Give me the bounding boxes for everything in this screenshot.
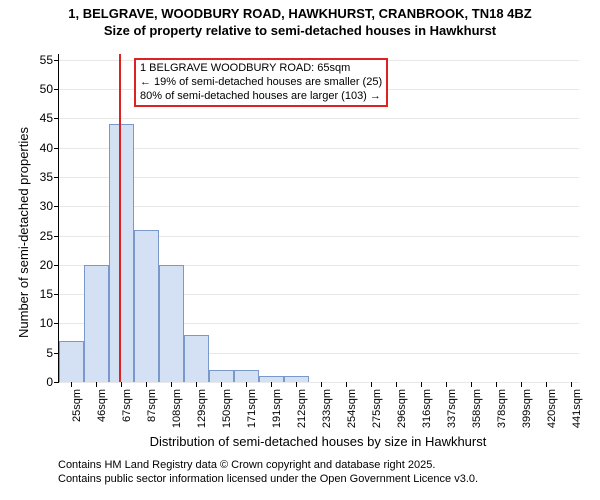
y-tick-label: 40	[40, 141, 59, 155]
title-line-1: 1, BELGRAVE, WOODBURY ROAD, HAWKHURST, C…	[0, 6, 600, 23]
x-tick-label: 87sqm	[146, 389, 158, 422]
y-tick-label: 35	[40, 170, 59, 184]
y-tick-label: 45	[40, 111, 59, 125]
attribution-footer: Contains HM Land Registry data © Crown c…	[58, 458, 478, 487]
x-tick-mark	[296, 382, 297, 387]
histogram-bar	[134, 230, 159, 382]
y-axis-title: Number of semi-detached properties	[16, 127, 31, 338]
x-tick-mark	[146, 382, 147, 387]
y-tick-label: 0	[46, 375, 59, 389]
histogram-bar	[209, 370, 234, 382]
gridline	[59, 118, 579, 119]
chart-title: 1, BELGRAVE, WOODBURY ROAD, HAWKHURST, C…	[0, 0, 600, 40]
x-tick-label: 171sqm	[246, 389, 258, 428]
histogram-bar	[59, 341, 84, 382]
x-tick-mark	[471, 382, 472, 387]
x-tick-mark	[71, 382, 72, 387]
x-tick-mark	[246, 382, 247, 387]
y-tick-label: 10	[40, 316, 59, 330]
x-tick-mark	[521, 382, 522, 387]
x-tick-label: 275sqm	[371, 389, 383, 428]
x-tick-mark	[271, 382, 272, 387]
annotation-line: 1 BELGRAVE WOODBURY ROAD: 65sqm	[140, 62, 382, 76]
annotation-line: ← 19% of semi-detached houses are smalle…	[140, 76, 382, 90]
x-tick-label: 46sqm	[96, 389, 108, 422]
x-tick-label: 378sqm	[496, 389, 508, 428]
x-tick-mark	[446, 382, 447, 387]
histogram-bar	[159, 265, 184, 382]
histogram-bar	[84, 265, 109, 382]
x-tick-label: 316sqm	[421, 389, 433, 428]
x-tick-mark	[396, 382, 397, 387]
x-tick-mark	[121, 382, 122, 387]
x-tick-label: 358sqm	[471, 389, 483, 428]
x-tick-label: 441sqm	[571, 389, 583, 428]
histogram-bar	[109, 124, 134, 382]
x-tick-label: 67sqm	[121, 389, 133, 422]
x-tick-label: 233sqm	[321, 389, 333, 428]
x-tick-label: 108sqm	[171, 389, 183, 428]
y-tick-label: 5	[46, 346, 59, 360]
x-tick-mark	[496, 382, 497, 387]
y-tick-label: 15	[40, 287, 59, 301]
x-tick-mark	[196, 382, 197, 387]
x-tick-label: 254sqm	[346, 389, 358, 428]
histogram-bar	[184, 335, 209, 382]
y-tick-label: 20	[40, 258, 59, 272]
x-tick-label: 129sqm	[196, 389, 208, 428]
footer-line-1: Contains HM Land Registry data © Crown c…	[58, 458, 478, 472]
x-tick-mark	[346, 382, 347, 387]
title-line-2: Size of property relative to semi-detach…	[0, 23, 600, 40]
x-tick-label: 212sqm	[296, 389, 308, 428]
plot-area: 051015202530354045505525sqm46sqm67sqm87s…	[58, 54, 579, 383]
histogram-bar	[234, 370, 259, 382]
gridline	[59, 148, 579, 149]
footer-line-2: Contains public sector information licen…	[58, 472, 478, 486]
annotation-line: 80% of semi-detached houses are larger (…	[140, 90, 382, 104]
x-tick-label: 420sqm	[546, 389, 558, 428]
x-tick-mark	[571, 382, 572, 387]
y-tick-label: 30	[40, 199, 59, 213]
x-tick-mark	[321, 382, 322, 387]
y-tick-label: 25	[40, 229, 59, 243]
x-tick-mark	[171, 382, 172, 387]
x-tick-mark	[96, 382, 97, 387]
x-tick-label: 399sqm	[521, 389, 533, 428]
x-axis-title: Distribution of semi-detached houses by …	[58, 434, 578, 449]
reference-line	[119, 54, 121, 382]
x-tick-label: 150sqm	[221, 389, 233, 428]
y-tick-label: 50	[40, 82, 59, 96]
y-tick-label: 55	[40, 53, 59, 67]
x-tick-mark	[221, 382, 222, 387]
x-tick-mark	[421, 382, 422, 387]
annotation-box: 1 BELGRAVE WOODBURY ROAD: 65sqm← 19% of …	[134, 58, 388, 107]
x-tick-mark	[371, 382, 372, 387]
x-tick-label: 191sqm	[271, 389, 283, 428]
gridline	[59, 382, 579, 383]
x-tick-mark	[546, 382, 547, 387]
x-tick-label: 296sqm	[396, 389, 408, 428]
x-tick-label: 25sqm	[71, 389, 83, 422]
gridline	[59, 206, 579, 207]
x-tick-label: 337sqm	[446, 389, 458, 428]
gridline	[59, 177, 579, 178]
